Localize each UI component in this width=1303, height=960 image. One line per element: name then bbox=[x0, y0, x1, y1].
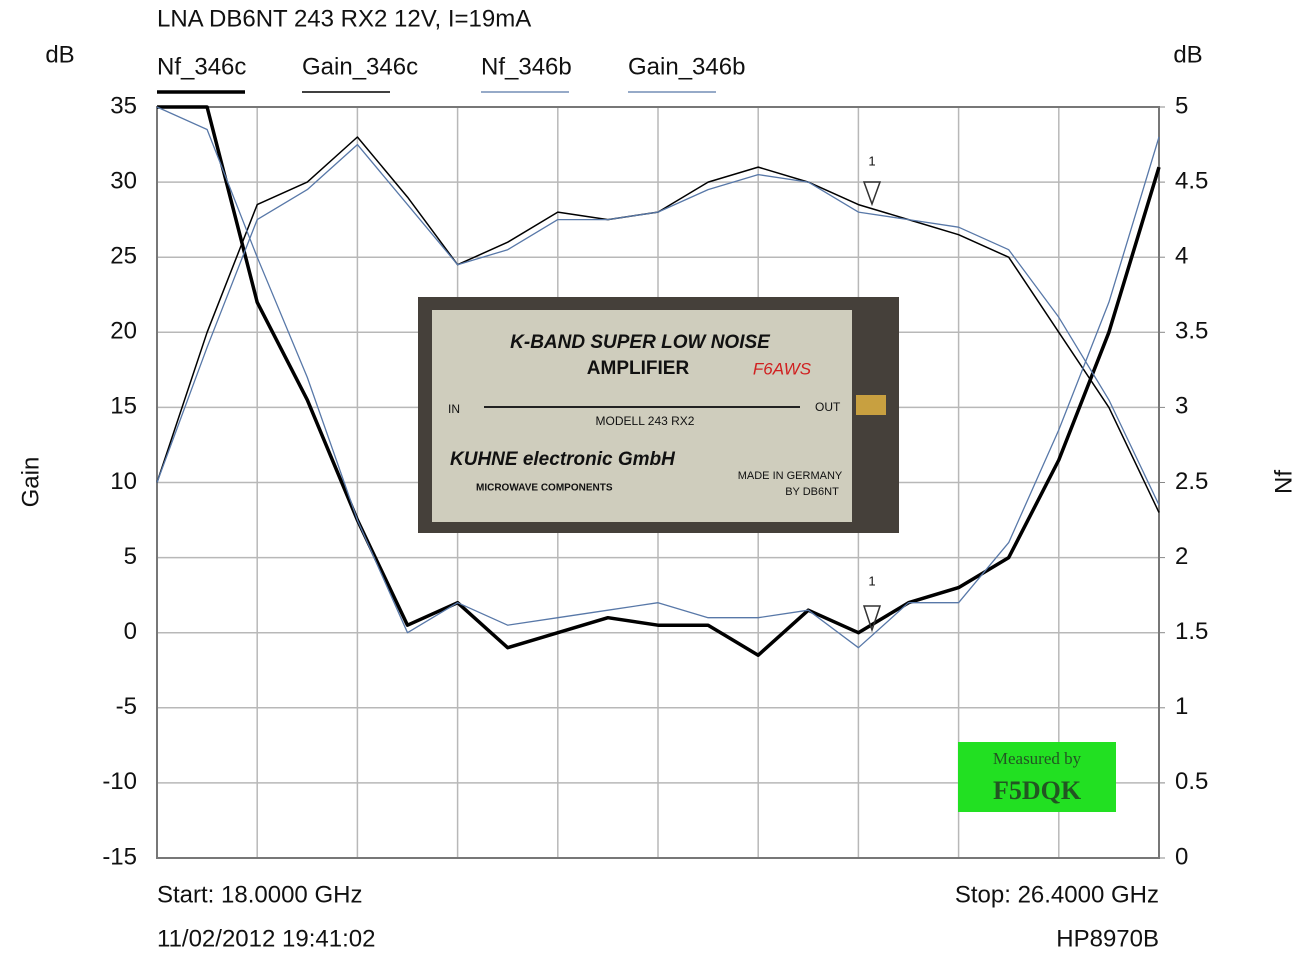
markers: 1 1 bbox=[862, 153, 882, 633]
stamp-text: Measured by bbox=[993, 749, 1082, 768]
y-tick-label: 5 bbox=[124, 543, 137, 570]
y-tick-label: 0 bbox=[124, 618, 137, 645]
marker-triangle bbox=[862, 605, 882, 633]
marker-label: 1 bbox=[868, 573, 875, 588]
y2-tick-label: 3.5 bbox=[1175, 318, 1208, 345]
y2-tick-label: 1.5 bbox=[1175, 618, 1208, 645]
marker-triangle bbox=[862, 181, 882, 207]
y-tick-label: 20 bbox=[110, 318, 137, 345]
y-unit: dB bbox=[45, 41, 74, 68]
y2-tick-label: 5 bbox=[1175, 92, 1188, 119]
y-tick-label: 25 bbox=[110, 243, 137, 270]
legend-label: Nf_346c bbox=[157, 53, 246, 80]
stamp-text: F5DQK bbox=[993, 776, 1082, 805]
photo-handwriting: F6AWS bbox=[753, 359, 812, 378]
y-axis-label: Gain bbox=[17, 457, 44, 508]
series-line bbox=[157, 105, 1161, 657]
photo-plate bbox=[432, 310, 852, 522]
y-tick-label: -15 bbox=[102, 843, 137, 870]
photo-text: KUHNE electronic GmbH bbox=[450, 449, 676, 470]
photo-text: MADE IN GERMANY bbox=[738, 470, 843, 482]
y-tick-label: 35 bbox=[110, 92, 137, 119]
y2-tick-label: 0 bbox=[1175, 843, 1188, 870]
photo-text: IN bbox=[448, 402, 460, 416]
series-line bbox=[156, 106, 1160, 649]
stop-label: Stop: 26.4000 GHz bbox=[955, 881, 1159, 908]
photo-text: MICROWAVE COMPONENTS bbox=[476, 483, 613, 494]
legend-label: Gain_346c bbox=[302, 53, 418, 80]
instrument: HP8970B bbox=[1056, 925, 1159, 952]
photo-text: K-BAND SUPER LOW NOISE bbox=[510, 332, 771, 353]
timestamp: 11/02/2012 19:41:02 bbox=[157, 925, 375, 952]
photo-text: BY DB6NT bbox=[785, 486, 839, 498]
y2-unit: dB bbox=[1173, 41, 1202, 68]
photo: K-BAND SUPER LOW NOISE AMPLIFIER F6AWS I… bbox=[418, 297, 899, 533]
plot-lines bbox=[156, 105, 1161, 657]
y2-tick-label: 1 bbox=[1175, 693, 1188, 720]
y2-tick-label: 4 bbox=[1175, 243, 1188, 270]
y2-tick-label: 2.5 bbox=[1175, 468, 1208, 495]
y-tick-label: -10 bbox=[102, 768, 137, 795]
series-line bbox=[156, 143, 1160, 506]
stamp: Measured by F5DQK bbox=[958, 742, 1116, 812]
photo-text: AMPLIFIER bbox=[587, 358, 690, 379]
y2-axis-label: Nf bbox=[1270, 470, 1297, 494]
start-label: Start: 18.0000 GHz bbox=[157, 881, 362, 908]
photo-text: MODELL 243 RX2 bbox=[596, 414, 695, 428]
y-tick-label: 10 bbox=[110, 468, 137, 495]
legend-label: Nf_346b bbox=[481, 53, 572, 80]
y2-tick-label: 2 bbox=[1175, 543, 1188, 570]
photo-text: OUT bbox=[815, 400, 841, 414]
y2-tick-label: 3 bbox=[1175, 393, 1188, 420]
marker-label: 1 bbox=[868, 153, 875, 168]
y-tick-label: 15 bbox=[110, 393, 137, 420]
stamp-box bbox=[958, 742, 1116, 812]
y2-tick-label: 4.5 bbox=[1175, 167, 1208, 194]
y-tick-label: 30 bbox=[110, 167, 137, 194]
y-tick-label: -5 bbox=[116, 693, 137, 720]
chart-title: LNA DB6NT 243 RX2 12V, I=19mA bbox=[157, 5, 531, 32]
photo-connector bbox=[856, 395, 886, 415]
legend: Nf_346c Gain_346c Nf_346b Gain_346b bbox=[157, 53, 745, 94]
legend-label: Gain_346b bbox=[628, 53, 745, 80]
y2-tick-label: 0.5 bbox=[1175, 768, 1208, 795]
